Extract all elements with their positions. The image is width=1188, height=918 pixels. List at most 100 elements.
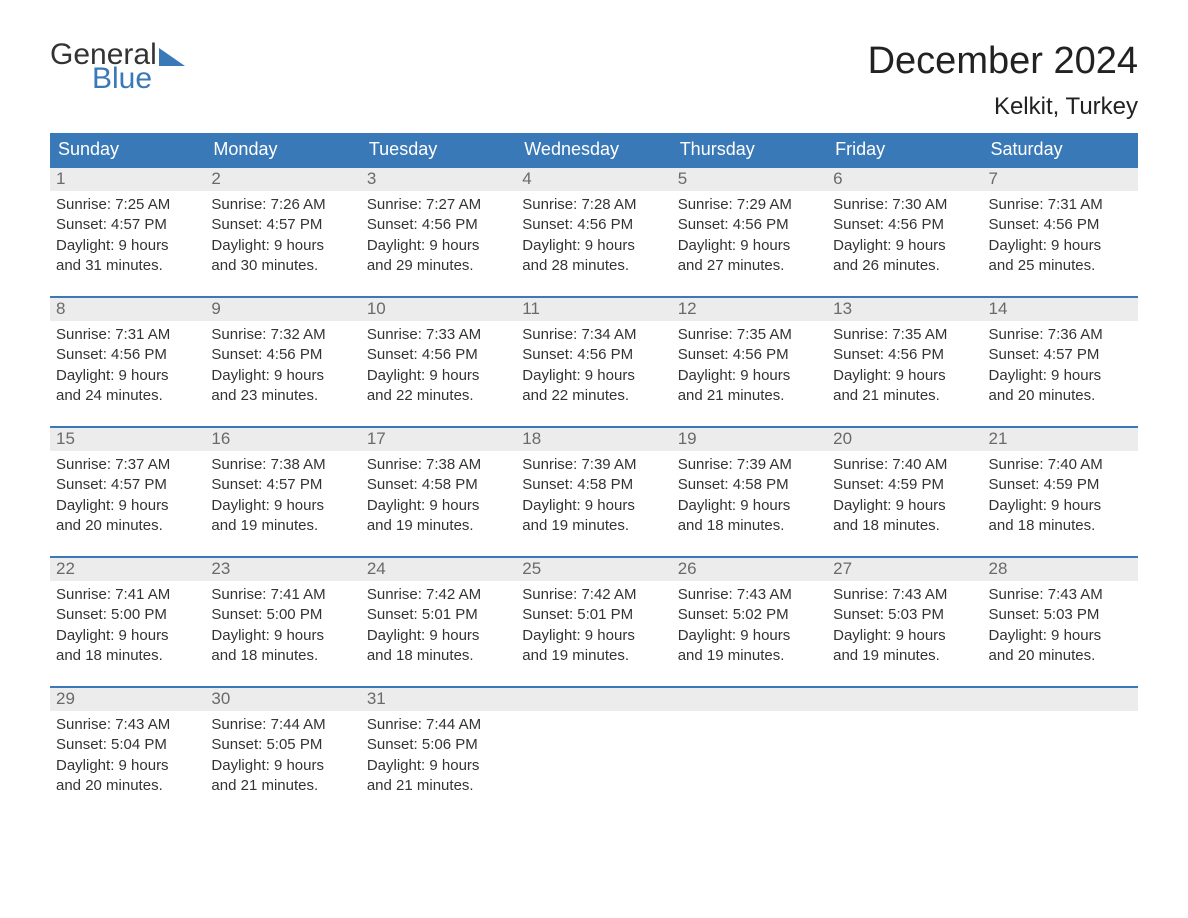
day-number: 4 [516,168,671,191]
dow-thursday: Thursday [672,133,827,166]
day-day1: Daylight: 9 hours [56,366,199,386]
calendar: Sunday Monday Tuesday Wednesday Thursday… [50,133,1138,802]
day-number: 8 [50,298,205,321]
day-day1: Daylight: 9 hours [367,756,510,776]
day-day2: and 19 minutes. [367,516,510,536]
day-sunset: Sunset: 4:57 PM [989,345,1132,365]
day-details: Sunrise: 7:44 AMSunset: 5:05 PMDaylight:… [205,711,360,802]
day-day2: and 22 minutes. [522,386,665,406]
day-sunrise: Sunrise: 7:40 AM [833,455,976,475]
day-sunrise: Sunrise: 7:37 AM [56,455,199,475]
day-number: 26 [672,558,827,581]
day-number: 2 [205,168,360,191]
calendar-day: 22Sunrise: 7:41 AMSunset: 5:00 PMDayligh… [50,558,205,672]
day-sunset: Sunset: 4:56 PM [989,215,1132,235]
day-day1: Daylight: 9 hours [522,496,665,516]
calendar-day: 4Sunrise: 7:28 AMSunset: 4:56 PMDaylight… [516,168,671,282]
calendar-week: 29Sunrise: 7:43 AMSunset: 5:04 PMDayligh… [50,686,1138,802]
day-day2: and 21 minutes. [833,386,976,406]
calendar-day: 20Sunrise: 7:40 AMSunset: 4:59 PMDayligh… [827,428,982,542]
day-day2: and 19 minutes. [678,646,821,666]
day-number: 11 [516,298,671,321]
day-sunset: Sunset: 4:57 PM [211,475,354,495]
day-details: Sunrise: 7:31 AMSunset: 4:56 PMDaylight:… [50,321,205,412]
day-sunset: Sunset: 4:56 PM [522,215,665,235]
day-day1: Daylight: 9 hours [989,626,1132,646]
calendar-day: 2Sunrise: 7:26 AMSunset: 4:57 PMDaylight… [205,168,360,282]
day-sunset: Sunset: 4:57 PM [211,215,354,235]
day-sunset: Sunset: 5:04 PM [56,735,199,755]
calendar-day: 23Sunrise: 7:41 AMSunset: 5:00 PMDayligh… [205,558,360,672]
day-day2: and 29 minutes. [367,256,510,276]
day-number: 22 [50,558,205,581]
day-number: 18 [516,428,671,451]
day-details: Sunrise: 7:29 AMSunset: 4:56 PMDaylight:… [672,191,827,282]
day-number: 25 [516,558,671,581]
day-day1: Daylight: 9 hours [522,626,665,646]
day-day1: Daylight: 9 hours [989,496,1132,516]
day-day2: and 20 minutes. [56,776,199,796]
day-sunrise: Sunrise: 7:42 AM [522,585,665,605]
calendar-day: 30Sunrise: 7:44 AMSunset: 5:05 PMDayligh… [205,688,360,802]
calendar-day: 9Sunrise: 7:32 AMSunset: 4:56 PMDaylight… [205,298,360,412]
day-number: 1 [50,168,205,191]
day-number: 19 [672,428,827,451]
calendar-day: 19Sunrise: 7:39 AMSunset: 4:58 PMDayligh… [672,428,827,542]
dow-sunday: Sunday [50,133,205,166]
day-number: 29 [50,688,205,711]
day-day1: Daylight: 9 hours [989,236,1132,256]
day-day1: Daylight: 9 hours [56,236,199,256]
day-sunrise: Sunrise: 7:44 AM [211,715,354,735]
calendar-day: 14Sunrise: 7:36 AMSunset: 4:57 PMDayligh… [983,298,1138,412]
day-number: 9 [205,298,360,321]
day-day1: Daylight: 9 hours [678,366,821,386]
day-sunrise: Sunrise: 7:32 AM [211,325,354,345]
day-day1: Daylight: 9 hours [833,236,976,256]
calendar-week: 15 Sunrise: 7:37 AM Sunset: 4:57 PM Dayligh… [50,426,1138,542]
calendar-day: 24Sunrise: 7:42 AMSunset: 5:01 PMDayligh… [361,558,516,672]
calendar-week: 22Sunrise: 7:41 AMSunset: 5:00 PMDayligh… [50,556,1138,672]
day-number: 5 [672,168,827,191]
calendar-day: 15Sunrise: 7:37 AMSunset: 4:57 PMDayligh… [50,428,205,542]
day-number: 6 [827,168,982,191]
day-day1: Daylight: 9 hours [989,366,1132,386]
day-number: 17 [361,428,516,451]
day-sunset: Sunset: 4:59 PM [989,475,1132,495]
day-details: Sunrise: 7:35 AMSunset: 4:56 PMDaylight:… [672,321,827,412]
day-sunrise: Sunrise: 7:41 AM [211,585,354,605]
day-sunset: Sunset: 4:56 PM [367,215,510,235]
day-sunset: Sunset: 4:56 PM [56,345,199,365]
calendar-day: 6Sunrise: 7:30 AMSunset: 4:56 PMDaylight… [827,168,982,282]
day-day2: and 21 minutes. [211,776,354,796]
day-sunrise: Sunrise: 7:31 AM [56,325,199,345]
day-sunrise: Sunrise: 7:35 AM [833,325,976,345]
calendar-day: 7Sunrise: 7:31 AMSunset: 4:56 PMDaylight… [983,168,1138,282]
day-day2: and 18 minutes. [678,516,821,536]
day-sunset: Sunset: 5:01 PM [522,605,665,625]
day-day2: and 25 minutes. [989,256,1132,276]
calendar-day: 11Sunrise: 7:34 AMSunset: 4:56 PMDayligh… [516,298,671,412]
brand-logo: General Blue [50,40,185,94]
day-day2: and 31 minutes. [56,256,199,276]
day-number: 15 [50,428,205,451]
day-number: . [827,688,982,711]
calendar-day: 3Sunrise: 7:27 AMSunset: 4:56 PMDaylight… [361,168,516,282]
day-details: Sunrise: 7:38 AMSunset: 4:57 PMDaylight:… [205,451,360,542]
day-day1: Daylight: 9 hours [367,366,510,386]
day-sunrise: Sunrise: 7:43 AM [678,585,821,605]
day-number: 27 [827,558,982,581]
day-day2: and 18 minutes. [989,516,1132,536]
day-day2: and 21 minutes. [678,386,821,406]
day-number: 20 [827,428,982,451]
day-details: Sunrise: 7:27 AMSunset: 4:56 PMDaylight:… [361,191,516,282]
calendar-day: 10Sunrise: 7:33 AMSunset: 4:56 PMDayligh… [361,298,516,412]
day-sunrise: Sunrise: 7:31 AM [989,195,1132,215]
day-day1: Daylight: 9 hours [833,496,976,516]
calendar-day: . [983,688,1138,802]
day-sunrise: Sunrise: 7:43 AM [833,585,976,605]
day-details: Sunrise: 7:44 AMSunset: 5:06 PMDaylight:… [361,711,516,802]
day-sunrise: Sunrise: 7:36 AM [989,325,1132,345]
day-number: 10 [361,298,516,321]
day-day1: Daylight: 9 hours [833,366,976,386]
day-day1: Daylight: 9 hours [367,236,510,256]
